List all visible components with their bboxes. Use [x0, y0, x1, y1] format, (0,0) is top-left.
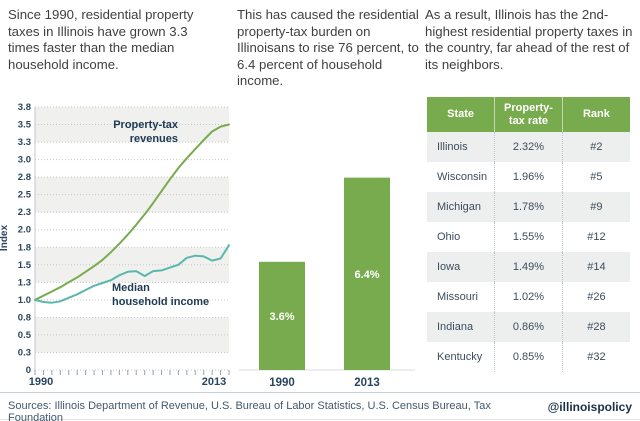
y-tick-label: 2.5: [18, 190, 32, 201]
y-tick-label: 2.3: [18, 207, 31, 218]
y-tick-label: 0.8: [18, 312, 31, 323]
bar-value-label: 3.6%: [269, 311, 294, 323]
cell-rank: #14: [561, 252, 630, 282]
table-row-wisconsin: Wisconsin 1.96% #5: [427, 162, 630, 192]
table-row-kentucky: Kentucky 0.85% #32: [427, 342, 630, 372]
y-tick-label: 1.0: [18, 295, 31, 306]
intro-paragraph-2: This has caused the residential property…: [237, 7, 419, 89]
column-header: Property-tax rate: [494, 97, 563, 132]
table-row-indiana: Indiana 0.86% #28: [427, 312, 630, 342]
intro-paragraph-1: Since 1990, residential property taxes i…: [8, 7, 194, 72]
cell-rate: 1.49%: [494, 252, 563, 282]
cell-state: Iowa: [427, 252, 495, 282]
cell-rate: 1.55%: [494, 222, 563, 252]
tax-burden-bar-chart: 3.6% 1990 6.4% 2013: [239, 177, 415, 389]
cell-rank: #26: [561, 282, 630, 312]
series-line-1: [34, 244, 230, 304]
cell-rate: 2.32%: [494, 132, 563, 162]
cell-state: Wisconsin: [437, 171, 488, 183]
y-axis-title: Index: [0, 225, 10, 252]
cell-state: Michigan: [427, 192, 495, 222]
bar-2013: [344, 177, 390, 370]
cell-rank: #32: [561, 342, 630, 372]
footer-bar: Sources: Illinois Department of Revenue,…: [0, 392, 640, 421]
cell-rank: #5: [561, 162, 630, 192]
cell-rank: #2: [561, 132, 630, 162]
cell-rank: #9: [561, 192, 630, 222]
x-label-start: 1990: [29, 376, 53, 388]
series-label-1: Median: [112, 282, 150, 294]
cell-rate: 1.02%: [494, 282, 563, 312]
table-header: State Property-tax rate Rank: [427, 97, 630, 132]
cell-state: Indiana: [427, 312, 495, 342]
table-row-ohio: Ohio 1.55% #12: [427, 222, 630, 252]
state-rank-table: State Property-tax rate Rank Illinois 2.32%…: [427, 97, 630, 372]
y-tick-label: 3.0: [18, 155, 31, 166]
series-label-0: Property-tax: [113, 119, 179, 131]
x-label-end: 2013: [202, 376, 226, 388]
bar-category-label: 2013: [354, 377, 380, 389]
y-tick-label: 0.3: [18, 347, 31, 358]
bar-1990: [259, 261, 305, 370]
column-header: Rank: [561, 97, 630, 132]
cell-rank: #28: [561, 312, 630, 342]
y-tick-label: 3.8: [18, 102, 31, 113]
cell-rate: 0.86%: [494, 312, 563, 342]
intro-paragraph-3: As a result, Illinois has the 2nd-highes…: [425, 7, 633, 72]
cell-rate: 1.96%: [494, 162, 563, 192]
cell-rate: 0.85%: [494, 342, 563, 372]
cell-state: Illinois: [427, 132, 495, 162]
twitter-handle[interactable]: @illinoispolicy: [547, 400, 632, 414]
y-tick-label: 0: [26, 365, 31, 376]
series-line-0: [34, 123, 230, 301]
state-rank-table-panel: State Property-tax rate Rank Illinois 2.32%…: [427, 97, 630, 372]
cell-state: Ohio: [437, 231, 461, 243]
table-row-illinois: Illinois 2.32% #2: [427, 132, 630, 162]
y-tick-label: 1.5: [18, 260, 32, 271]
y-tick-label: 0.5: [18, 330, 32, 341]
y-tick-label: 2.8: [18, 172, 31, 183]
series-label-1: household income: [112, 296, 209, 308]
bar-category-label: 1990: [269, 377, 295, 389]
index-line-chart: 0 0.3 0.5 0.8 1.0 1.3 1.5 1.8 2.0 2.3 2.5 2.8 3.0 3.3…: [0, 102, 230, 388]
table-row-michigan: Michigan 1.78% #9: [427, 192, 630, 222]
cell-rank: #12: [561, 222, 630, 252]
y-tick-label: 1.8: [18, 242, 31, 253]
sources-text: Sources: Illinois Department of Revenue,…: [8, 400, 491, 421]
series-label-0: revenues: [130, 133, 178, 145]
cell-state: Kentucky: [437, 351, 483, 363]
cell-rate: 1.78%: [494, 192, 563, 222]
table-row-missouri: Missouri 1.02% #26: [427, 282, 630, 312]
y-tick-label: 3.3: [18, 137, 31, 148]
y-tick-label: 2.0: [18, 225, 31, 236]
y-tick-label: 1.3: [18, 277, 31, 288]
column-header: State: [427, 97, 495, 132]
cell-state: Missouri: [437, 291, 478, 303]
table-row-iowa: Iowa 1.49% #14: [427, 252, 630, 282]
y-tick-label: 3.5: [18, 120, 32, 131]
bar-value-label: 6.4%: [354, 269, 379, 281]
